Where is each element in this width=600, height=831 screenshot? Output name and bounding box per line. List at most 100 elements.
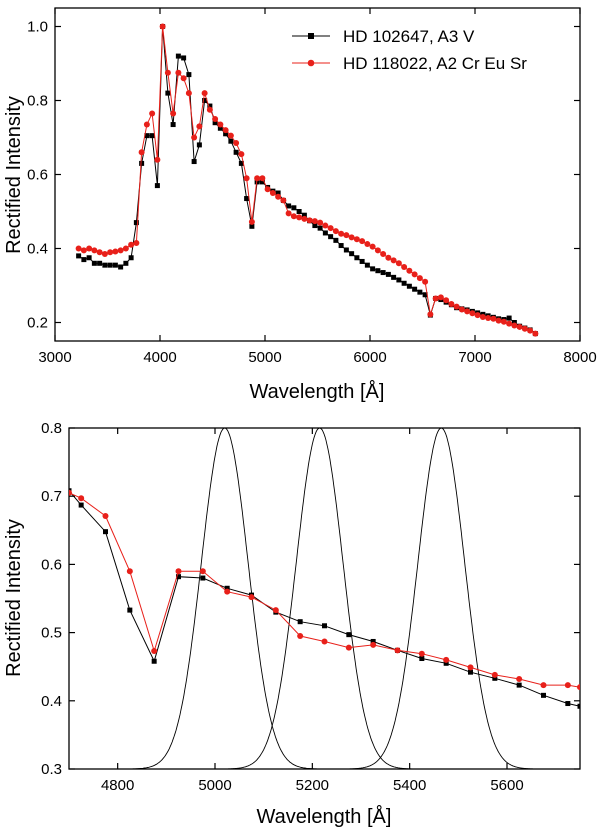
bottom-series-0-point <box>346 632 352 638</box>
bottom-y-tick-label: 0.4 <box>41 693 62 710</box>
bottom-series-1-point <box>516 675 523 682</box>
bottom-series-group <box>69 488 580 709</box>
top-series-1-point <box>254 175 261 182</box>
bottom-series-1-point <box>272 607 279 614</box>
top-series-1-point <box>443 297 450 304</box>
top-series-0-point <box>181 55 187 61</box>
top-y-axis-label: Rectified Intensity <box>3 96 25 254</box>
top-series-0-point <box>97 260 103 266</box>
top-series-0-point <box>417 289 423 295</box>
top-series-0-point <box>506 315 512 321</box>
top-series-1-point <box>233 140 240 147</box>
top-series-1-point <box>101 251 108 258</box>
top-series-0-point <box>349 251 355 257</box>
top-x-tick-label: 5000 <box>248 349 281 366</box>
top-series-1-point <box>191 134 198 141</box>
bottom-series-0-point <box>176 574 181 580</box>
bottom-series-1-point <box>418 650 425 657</box>
top-series-1-point <box>164 69 171 76</box>
top-series-0-point <box>128 255 134 261</box>
top-series-1-point <box>206 106 213 113</box>
top-y-tick-label: 0.2 <box>27 315 48 332</box>
bottom-y-axis-label: Rectified Intensity <box>3 519 25 677</box>
top-series-0-point <box>412 286 418 292</box>
legend-marker-square <box>308 33 314 39</box>
top-series-0-point <box>202 98 208 103</box>
bottom-series-0-point <box>577 703 580 709</box>
top-series-0-point <box>244 196 250 202</box>
top-ticks: 3000 4000 5000 6000 7000 8000 0.2 0.4 0.6 0.8 1.0 <box>27 8 597 366</box>
bottom-series-0-point <box>127 607 133 613</box>
top-series-0-point <box>91 260 97 266</box>
top-series-1-point <box>222 127 229 134</box>
top-series-0-point <box>123 260 129 266</box>
top-series-1-point <box>343 232 350 239</box>
bottom-zoom-panel: 4800 5000 5200 5400 5600 0.3 0.4 0.5 0.6 0.7 0.8 W… <box>3 420 581 828</box>
bottom-series-1-point <box>540 682 547 689</box>
top-series-0-point <box>422 292 428 298</box>
top-series-0-point <box>301 212 307 218</box>
top-x-tick-label: 3000 <box>38 349 71 366</box>
top-series-1-point <box>243 175 250 182</box>
bottom-series-0-point <box>78 502 84 508</box>
top-series-1-point <box>506 320 513 327</box>
top-series-1-point <box>133 239 140 246</box>
top-series-0-point <box>380 270 386 276</box>
top-series-1-point <box>427 311 434 318</box>
bottom-y-tick-label: 0.5 <box>41 625 62 642</box>
top-series-1-point <box>201 90 208 97</box>
top-series-0-point <box>354 255 360 261</box>
bottom-series-0-point <box>200 575 206 581</box>
bottom-series-0-point <box>565 701 571 707</box>
top-series-1-point <box>422 278 429 285</box>
bottom-series-1-point <box>370 641 377 648</box>
top-series-1-point <box>401 264 408 270</box>
top-series-0-point <box>312 223 318 229</box>
top-series-1-point <box>227 132 234 139</box>
bottom-y-tick-label: 0.6 <box>41 556 62 573</box>
top-series-0-point <box>370 266 376 272</box>
top-series-1-point <box>511 322 518 329</box>
top-x-tick-label: 7000 <box>458 349 491 366</box>
top-series-1-point <box>301 215 308 222</box>
top-x-tick-label: 8000 <box>563 349 596 366</box>
top-series-1-point <box>122 245 129 252</box>
top-series-1-point <box>80 247 87 254</box>
top-series-1-point <box>180 75 187 82</box>
bottom-y-tick-label: 0.7 <box>41 488 62 505</box>
top-series-1-point <box>269 190 276 196</box>
top-series-1-point <box>327 225 334 232</box>
top-series-1-point <box>453 303 460 310</box>
top-series-1-point <box>474 312 481 319</box>
top-series-0-point <box>296 209 302 214</box>
top-series-1-point <box>149 110 156 117</box>
top-y-tick-label: 1.0 <box>27 19 48 36</box>
top-series-1-point <box>238 151 245 158</box>
filter-curve-2 <box>69 428 580 769</box>
top-series-0-point <box>102 262 108 268</box>
top-series-1-point <box>290 213 297 220</box>
bottom-x-tick-label: 5000 <box>198 777 231 794</box>
top-series-0-point <box>375 268 381 274</box>
bottom-series-1-point <box>151 648 158 655</box>
bottom-series-0-point <box>103 529 108 535</box>
top-series-1-point <box>91 247 98 254</box>
bottom-series-0-line <box>69 490 580 707</box>
top-series-0-point <box>212 120 218 126</box>
bottom-series-1-point <box>564 682 571 689</box>
top-series-1-point <box>175 69 182 76</box>
top-series-1-point <box>432 295 439 302</box>
top-series-1-point <box>353 236 360 243</box>
top-series-1-point <box>280 197 287 204</box>
top-series-1-point <box>395 260 402 267</box>
bottom-ticks: 4800 5000 5200 5400 5600 0.3 0.4 0.5 0.6 0.7 0.8 <box>41 420 580 794</box>
bottom-series-0-point <box>492 675 498 681</box>
top-series-1-point <box>516 323 523 330</box>
top-x-axis-label: Wavelength [Å] <box>250 380 385 403</box>
top-x-tick-label: 6000 <box>353 349 386 366</box>
top-series-1-point <box>86 245 93 252</box>
top-series-1-point <box>521 325 528 332</box>
top-series-0-point <box>396 277 402 283</box>
top-series-1-point <box>275 193 282 200</box>
bottom-series-1-point <box>126 568 133 575</box>
